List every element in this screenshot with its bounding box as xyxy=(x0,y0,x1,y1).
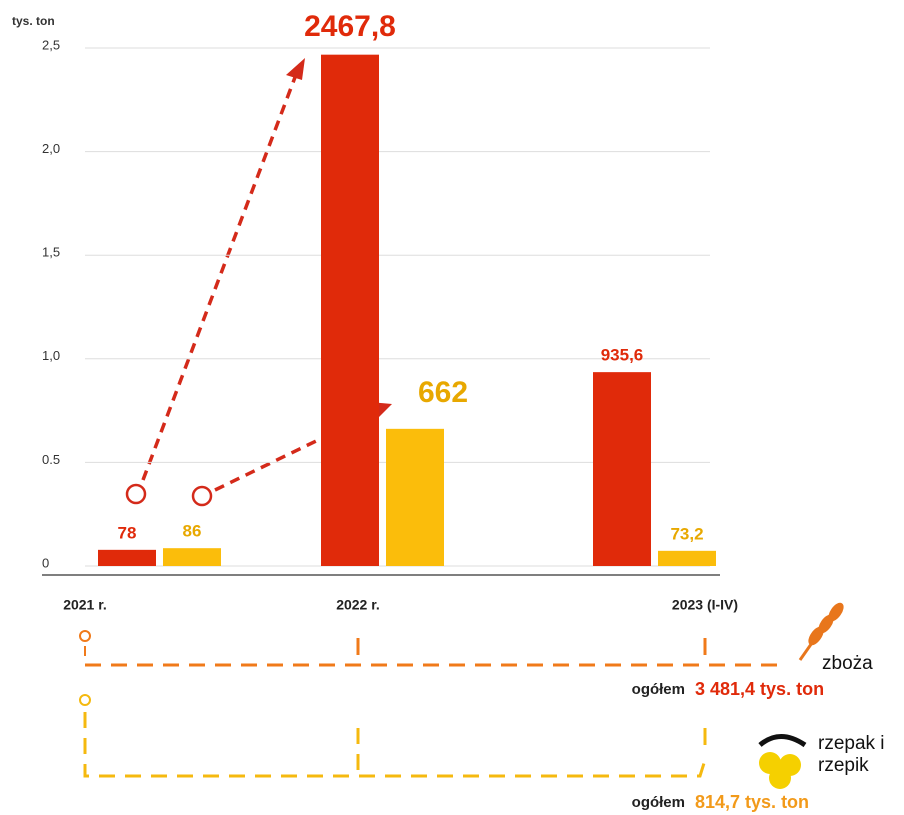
total-value: 3 481,4 tys. ton xyxy=(695,679,824,699)
value-label: 78 xyxy=(118,523,137,542)
total-value: 814,7 tys. ton xyxy=(695,792,809,812)
y-tick-label: 0.5 xyxy=(42,452,60,467)
x-tick-label: 2022 r. xyxy=(336,597,380,613)
icon-wheat xyxy=(798,602,844,661)
y-tick-label: 0 xyxy=(42,555,49,570)
x-tick-label: 2023 (I-IV) xyxy=(672,597,738,613)
value-label: 662 xyxy=(418,376,468,409)
legend-label: rzepak i rzepik xyxy=(818,733,885,776)
legend-label: zboża xyxy=(822,653,873,674)
timeline xyxy=(79,630,785,778)
y-tick-label: 1,5 xyxy=(42,245,60,260)
bar xyxy=(658,550,716,566)
total-label: ogółem xyxy=(632,681,685,698)
value-label: 2467,8 xyxy=(304,10,396,43)
value-label: 86 xyxy=(183,522,202,541)
icon-rapeseed xyxy=(758,734,807,789)
bar xyxy=(593,372,651,566)
bar xyxy=(321,54,379,566)
x-tick-label: 2021 r. xyxy=(63,597,107,613)
bar xyxy=(386,428,444,566)
y-tick-label: 1,0 xyxy=(42,348,60,363)
y-axis-label: tys. ton xyxy=(12,14,55,28)
bar xyxy=(98,549,156,566)
y-tick-label: 2,0 xyxy=(42,141,60,156)
bar xyxy=(163,548,221,566)
value-label: 73,2 xyxy=(670,524,703,543)
y-tick-label: 2,5 xyxy=(42,37,60,52)
total-label: ogółem xyxy=(632,794,685,811)
value-label: 935,6 xyxy=(601,346,644,365)
